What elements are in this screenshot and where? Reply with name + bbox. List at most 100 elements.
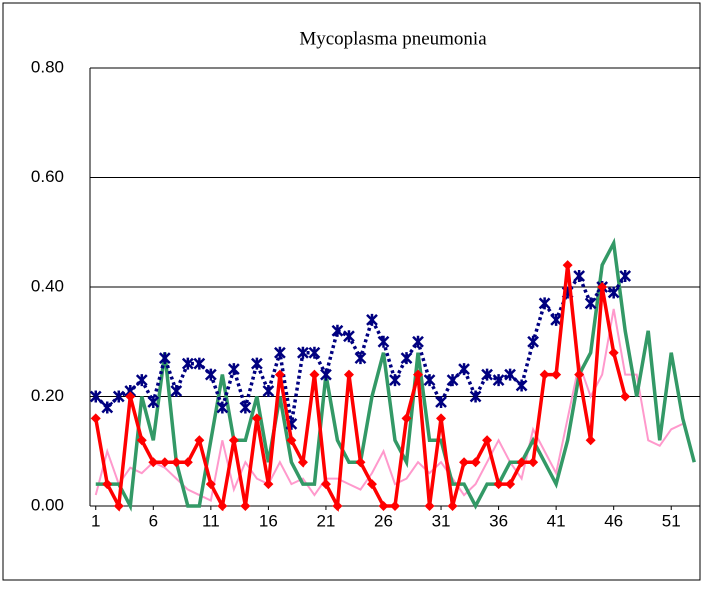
star-marker — [262, 385, 275, 398]
star-marker — [320, 368, 332, 381]
x-tick-label: 1 — [91, 511, 100, 530]
chart-border — [2, 2, 701, 581]
star-marker — [423, 374, 436, 387]
diamond-marker — [343, 369, 354, 380]
diamond-marker — [274, 369, 285, 380]
diamond-marker — [309, 369, 320, 380]
star-marker — [251, 357, 263, 370]
star-marker — [331, 324, 344, 337]
star-marker — [550, 313, 563, 326]
diamond-marker — [620, 391, 631, 402]
diamond-marker — [378, 501, 389, 511]
diamond-marker — [366, 479, 377, 490]
diamond-marker — [608, 347, 619, 358]
diamond-marker — [528, 457, 539, 468]
star-marker — [504, 368, 516, 381]
x-tick-label: 46 — [604, 511, 623, 530]
diamond-marker — [539, 369, 550, 380]
star-marker — [377, 335, 390, 348]
x-tick-label: 21 — [316, 511, 335, 530]
diamond-marker — [205, 479, 216, 490]
diamond-marker — [459, 457, 470, 468]
star-marker — [308, 346, 321, 359]
star-marker — [158, 352, 171, 365]
star-marker — [101, 401, 114, 414]
diamond-marker — [194, 435, 205, 446]
diamond-marker — [413, 369, 424, 380]
x-tick-label: 11 — [202, 511, 220, 530]
diamond-marker — [228, 435, 239, 446]
star-marker — [527, 335, 539, 348]
chart-title: Mycoplasma pneumonia — [299, 28, 487, 49]
star-marker — [112, 390, 125, 403]
diamond-marker — [263, 479, 274, 490]
diamond-marker — [447, 501, 458, 511]
y-tick-label: 0.80 — [31, 57, 64, 76]
diamond-marker — [424, 501, 435, 511]
diamond-marker — [297, 457, 308, 468]
star-marker — [400, 352, 413, 365]
x-tick-label: 51 — [662, 511, 681, 530]
star-marker — [297, 346, 309, 359]
diamond-marker — [90, 413, 101, 424]
diamond-marker — [102, 479, 113, 490]
star-marker — [515, 379, 528, 392]
diamond-marker — [171, 457, 182, 468]
diamond-marker — [436, 413, 447, 424]
star-marker — [89, 390, 102, 403]
diamond-marker — [113, 501, 124, 511]
x-tick-label: 6 — [149, 511, 158, 530]
diamond-marker — [182, 457, 193, 468]
star-marker — [135, 374, 148, 387]
diamond-marker — [470, 457, 481, 468]
diamond-marker — [516, 457, 527, 468]
diamond-marker — [505, 479, 516, 490]
series-line — [95, 237, 696, 512]
star-marker — [607, 286, 620, 299]
star-marker — [492, 374, 505, 387]
star-marker — [147, 395, 160, 408]
diamond-marker — [562, 260, 573, 271]
star-marker — [193, 357, 206, 370]
diamond-marker — [240, 501, 251, 511]
diamond-marker — [355, 457, 366, 468]
star-marker — [227, 363, 240, 376]
diamond-marker — [217, 501, 228, 511]
star-marker — [170, 385, 183, 398]
diamond-marker — [286, 435, 297, 446]
x-tick-label: 16 — [259, 511, 278, 530]
diamond-marker — [159, 457, 170, 468]
star-marker — [573, 270, 586, 283]
star-marker — [216, 401, 229, 414]
star-marker — [458, 363, 470, 376]
y-tick-label: 0.20 — [31, 386, 64, 405]
star-marker — [412, 335, 424, 348]
diamond-marker — [401, 413, 412, 424]
diamond-marker — [390, 501, 400, 511]
star-marker — [584, 297, 597, 310]
diamond-marker — [125, 391, 136, 402]
diamond-marker — [148, 457, 159, 468]
star-marker — [469, 390, 482, 403]
diamond-marker — [551, 369, 562, 380]
star-marker — [204, 368, 217, 381]
x-tick-label: 26 — [374, 511, 393, 530]
star-marker — [239, 401, 252, 414]
star-marker — [181, 357, 194, 370]
diamond-marker — [320, 479, 331, 490]
y-tick-label: 0.00 — [31, 495, 64, 514]
star-marker — [481, 368, 493, 381]
y-tick-label: 0.40 — [31, 276, 64, 295]
star-marker — [343, 330, 355, 343]
star-marker — [619, 270, 632, 283]
y-tick-label: 0.60 — [31, 167, 64, 186]
x-tick-label: 36 — [489, 511, 508, 530]
diamond-marker — [597, 282, 608, 292]
diamond-marker — [136, 435, 147, 446]
star-marker — [389, 374, 401, 387]
diamond-marker — [332, 501, 343, 511]
series-line — [94, 308, 684, 502]
star-marker — [354, 352, 367, 365]
star-marker — [435, 395, 447, 408]
